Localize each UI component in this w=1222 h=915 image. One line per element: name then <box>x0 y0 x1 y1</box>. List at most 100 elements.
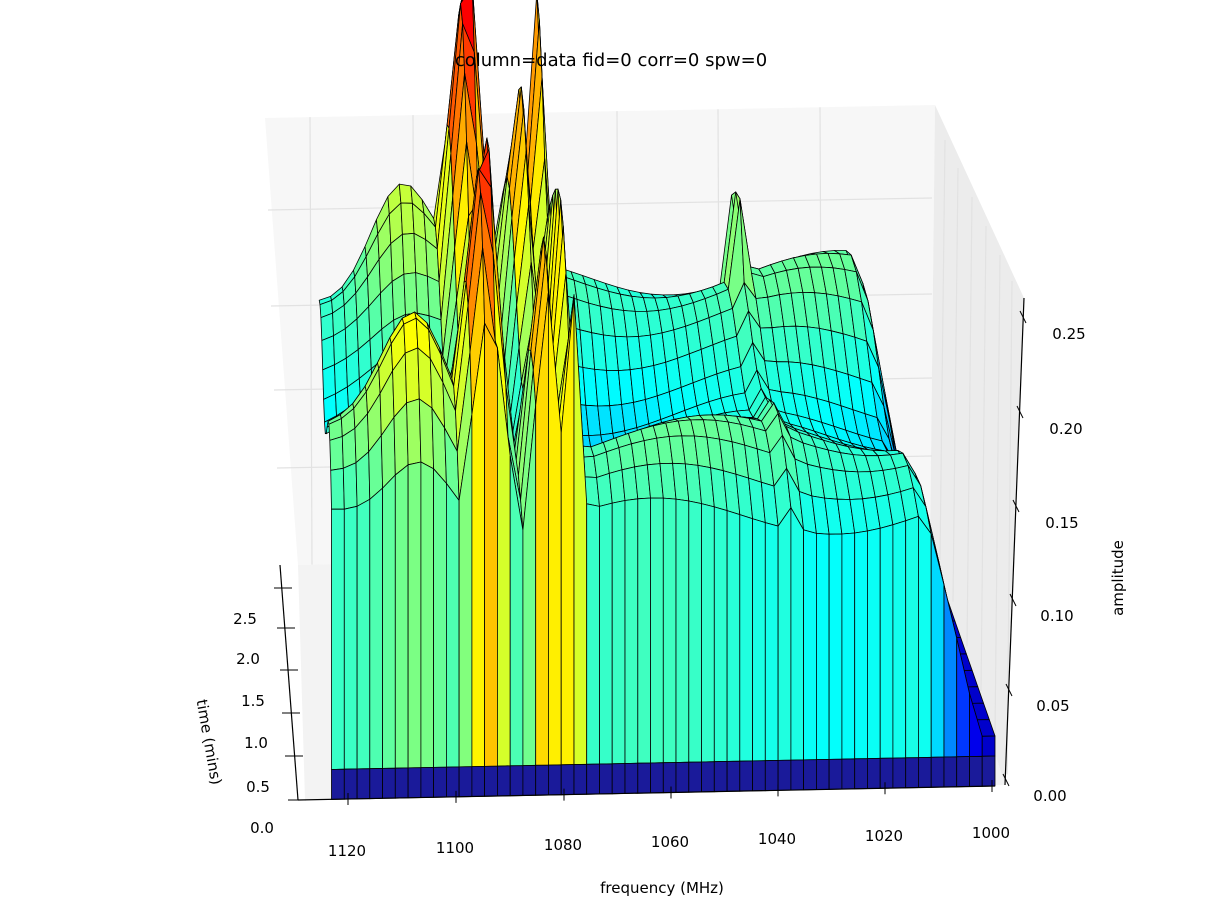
surface-wall-patch <box>739 514 753 762</box>
z-tick-label: 0.25 <box>1052 325 1085 343</box>
z-tick-label: 0.00 <box>1033 787 1066 805</box>
surface-base-patch <box>726 760 741 792</box>
surface-base-patch <box>407 767 422 799</box>
grid-line <box>994 254 1001 737</box>
surface-wall-patch <box>407 461 422 769</box>
y-axis-label: time (mins) <box>193 698 226 786</box>
surface-base-patch <box>382 767 396 799</box>
surface-base-patch <box>356 768 371 800</box>
surface-base-patch <box>867 757 881 790</box>
side-pane <box>930 105 1024 785</box>
surface-wall-patch <box>816 532 830 761</box>
y-tick-label: 0.0 <box>250 819 274 837</box>
surface-wall-patch <box>343 505 358 770</box>
grid-line <box>309 117 313 565</box>
chart-title: column=data fid=0 corr=0 spw=0 <box>455 50 767 71</box>
surface-base-patch <box>688 761 702 793</box>
z-tick-label: 0.10 <box>1040 607 1073 625</box>
surface-base-patch <box>739 760 753 792</box>
z-tick <box>1005 683 1013 697</box>
surface-patch <box>403 272 418 315</box>
surface-base-patch <box>930 756 945 788</box>
surface-base-patch <box>879 757 894 789</box>
surface-base-patch <box>369 767 384 800</box>
surface-patch <box>406 398 422 466</box>
surface-wall-patch <box>662 497 677 764</box>
surface-wall-patch <box>918 515 932 759</box>
y-tick-label: 1.5 <box>241 692 265 710</box>
x-tick-label: 1060 <box>651 833 689 851</box>
surface-base-patch <box>662 762 677 794</box>
surface-wall-patch <box>841 532 856 760</box>
surface-wall-patch <box>637 497 651 764</box>
surface-wall-patch <box>586 503 600 765</box>
surface-wall-patch <box>892 520 907 759</box>
z-tick <box>1002 773 1010 787</box>
grid-line <box>966 196 973 647</box>
surface-wall-patch <box>675 498 690 763</box>
surface-base-patch <box>343 768 358 800</box>
surface-wall-patch <box>688 500 702 763</box>
z-tick-label: 0.20 <box>1049 420 1082 438</box>
surface-wall-patch <box>803 529 817 761</box>
surface-wall-patch <box>369 487 384 770</box>
x-tick-label: 1040 <box>758 830 796 848</box>
surface-patch <box>404 347 420 404</box>
surface-base-patch <box>548 764 562 796</box>
z-axis-label: amplitude <box>1109 540 1127 616</box>
surface-wall-patch <box>867 527 881 760</box>
surface-wall-patch <box>624 498 639 764</box>
grid-line <box>952 167 959 602</box>
surface-wall-patch <box>445 482 460 768</box>
surface-wall-patch <box>790 506 804 761</box>
surface-patch <box>418 398 435 470</box>
surface-wall-patch <box>764 522 779 762</box>
surface-wall-patch <box>752 518 766 762</box>
x-tick-label: 1100 <box>436 839 474 857</box>
axis-lines <box>279 297 1025 801</box>
surface-wall-patch <box>701 503 715 763</box>
surface-base-patch <box>803 759 817 791</box>
surface-patch <box>330 467 345 510</box>
z-axis-line <box>1004 297 1025 786</box>
surface-wall-patch <box>433 467 447 768</box>
y-tick-label: 2.0 <box>236 650 260 668</box>
surface-base-patch <box>331 768 345 800</box>
surface-patch <box>329 436 344 471</box>
x-tick-label: 1020 <box>865 827 903 845</box>
surface-base-patch <box>458 766 473 798</box>
surface-base-patch <box>599 763 613 795</box>
surface-base-patch <box>420 766 435 799</box>
surface-wall-patch <box>905 515 919 759</box>
x-tick-label: 1000 <box>972 824 1010 842</box>
surface-patch <box>403 317 419 354</box>
surface-base-patch <box>650 762 664 794</box>
x-axis-label: frequency (MHz) <box>600 879 724 897</box>
surface-patch <box>391 273 406 321</box>
surface-wall-patch <box>356 498 371 770</box>
surface-base-patch <box>535 764 549 796</box>
surface-base-patch <box>394 767 409 799</box>
surface-wall-patch <box>828 533 843 760</box>
surface-wall-patch <box>599 502 613 765</box>
surface-wall-patch <box>420 461 435 769</box>
z-tick <box>1016 405 1024 419</box>
surface-wall-patch <box>382 474 396 769</box>
surface-base-patch <box>484 765 498 797</box>
surface-patch <box>342 462 358 510</box>
z-tick <box>1019 310 1027 324</box>
grid-line <box>980 225 987 692</box>
grid-line <box>939 139 946 561</box>
z-tick-label: 0.05 <box>1036 697 1069 715</box>
z-tick-label: 0.15 <box>1045 514 1078 532</box>
surface-base-patch <box>918 756 932 789</box>
x-axis-line <box>297 785 996 801</box>
surface-base-patch <box>445 766 460 798</box>
surface-wall-patch <box>854 530 868 760</box>
surface-base-patch <box>854 758 868 790</box>
y-tick-label: 1.0 <box>244 734 268 752</box>
surface-base-patch <box>713 760 728 793</box>
surface-wall-patch <box>611 500 626 765</box>
grid-line <box>267 197 933 211</box>
surface-base-patch <box>790 759 804 791</box>
